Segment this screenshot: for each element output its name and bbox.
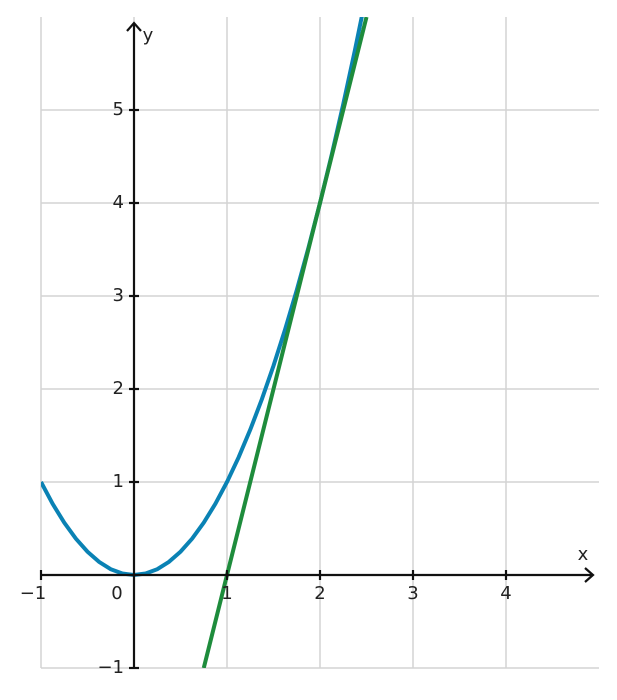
- curve: [201, 17, 369, 668]
- y-tick-label: −1: [97, 657, 124, 678]
- y-tick-label: 4: [113, 192, 124, 213]
- x-axis-label: x: [578, 544, 589, 565]
- y-axis-label: y: [143, 25, 154, 46]
- x-tick-label: 3: [407, 583, 418, 604]
- curve: [41, 17, 364, 578]
- axes: −1 0 1 2 3 4 −1 1 2 3 4 5 x y: [20, 21, 595, 678]
- x-tick-label: −1: [20, 583, 47, 604]
- x-tick-label: 2: [314, 583, 325, 604]
- x-tick-label: 0: [111, 583, 122, 604]
- x-tick-label: 1: [221, 583, 232, 604]
- x-axis-arrow: [584, 567, 595, 583]
- y-tick-label: 2: [113, 378, 124, 399]
- y-tick-label: 3: [113, 285, 124, 306]
- y-tick-label: 1: [113, 471, 124, 492]
- y-axis-arrow: [126, 21, 142, 32]
- plot-area: [41, 17, 369, 668]
- y-tick-label: 5: [113, 99, 124, 120]
- x-tick-label: 4: [500, 583, 511, 604]
